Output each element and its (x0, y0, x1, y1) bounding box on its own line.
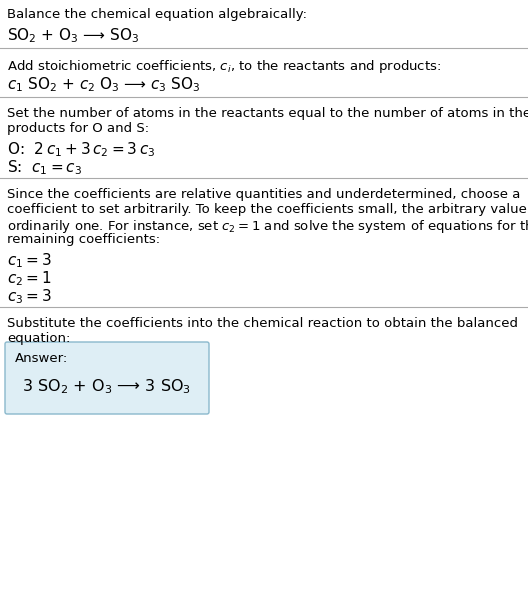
Text: $c_1 = 3$: $c_1 = 3$ (7, 251, 52, 270)
Text: remaining coefficients:: remaining coefficients: (7, 233, 160, 246)
Text: Substitute the coefficients into the chemical reaction to obtain the balanced: Substitute the coefficients into the che… (7, 317, 518, 330)
Text: coefficient to set arbitrarily. To keep the coefficients small, the arbitrary va: coefficient to set arbitrarily. To keep … (7, 203, 528, 216)
Text: $c_2 = 1$: $c_2 = 1$ (7, 269, 52, 288)
Text: $c_1$ SO$_2$ + $c_2$ O$_3$ ⟶ $c_3$ SO$_3$: $c_1$ SO$_2$ + $c_2$ O$_3$ ⟶ $c_3$ SO$_3… (7, 75, 201, 94)
Text: equation:: equation: (7, 332, 70, 345)
FancyBboxPatch shape (5, 342, 209, 414)
Text: Set the number of atoms in the reactants equal to the number of atoms in the: Set the number of atoms in the reactants… (7, 107, 528, 120)
Text: 3 SO$_2$ + O$_3$ ⟶ 3 SO$_3$: 3 SO$_2$ + O$_3$ ⟶ 3 SO$_3$ (23, 377, 192, 396)
Text: O:  $2\,c_1 + 3\,c_2 = 3\,c_3$: O: $2\,c_1 + 3\,c_2 = 3\,c_3$ (7, 140, 155, 159)
Text: $c_3 = 3$: $c_3 = 3$ (7, 287, 52, 306)
Text: Balance the chemical equation algebraically:: Balance the chemical equation algebraica… (7, 8, 307, 21)
Text: Since the coefficients are relative quantities and underdetermined, choose a: Since the coefficients are relative quan… (7, 188, 521, 201)
Text: products for O and S:: products for O and S: (7, 122, 149, 135)
Text: S:  $c_1 = c_3$: S: $c_1 = c_3$ (7, 158, 82, 176)
Text: Answer:: Answer: (15, 352, 68, 365)
Text: Add stoichiometric coefficients, $c_i$, to the reactants and products:: Add stoichiometric coefficients, $c_i$, … (7, 58, 441, 75)
Text: SO$_2$ + O$_3$ ⟶ SO$_3$: SO$_2$ + O$_3$ ⟶ SO$_3$ (7, 26, 139, 45)
Text: ordinarily one. For instance, set $c_2 = 1$ and solve the system of equations fo: ordinarily one. For instance, set $c_2 =… (7, 218, 528, 235)
